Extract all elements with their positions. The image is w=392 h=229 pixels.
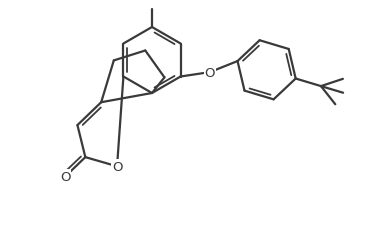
Text: O: O — [112, 160, 122, 173]
Text: O: O — [205, 66, 215, 79]
Text: O: O — [60, 170, 71, 183]
